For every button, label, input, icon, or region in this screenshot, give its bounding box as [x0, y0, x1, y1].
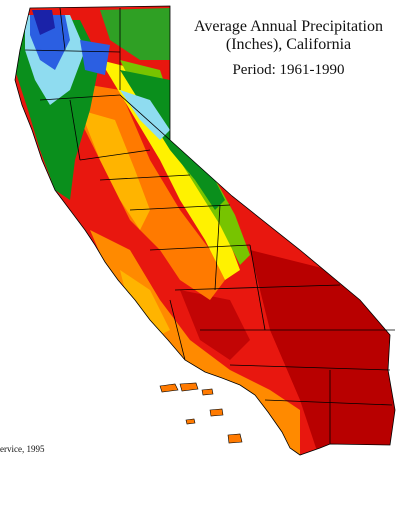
zone-yellow	[100, 60, 240, 280]
channel-islands	[159, 382, 243, 444]
title-line-2: (Inches), California	[225, 36, 352, 53]
zone-blue-klamath	[80, 40, 110, 75]
map-title: Average Annual Precipitation (Inches), C…	[176, 18, 401, 54]
zone-moderate	[80, 110, 150, 230]
zone-very-dry-2	[180, 290, 250, 360]
map-period: Period: 1961-1990	[232, 62, 345, 78]
zone-cyan-sierra	[120, 90, 170, 140]
zone-dark-blue	[32, 10, 55, 35]
zone-green-northeast	[100, 8, 170, 60]
map-credit: ervice, 1995	[0, 444, 45, 454]
county-lines	[14, 5, 396, 456]
title-line-1: Average Annual Precipitation	[194, 18, 383, 35]
zone-moderate-south	[120, 270, 170, 340]
